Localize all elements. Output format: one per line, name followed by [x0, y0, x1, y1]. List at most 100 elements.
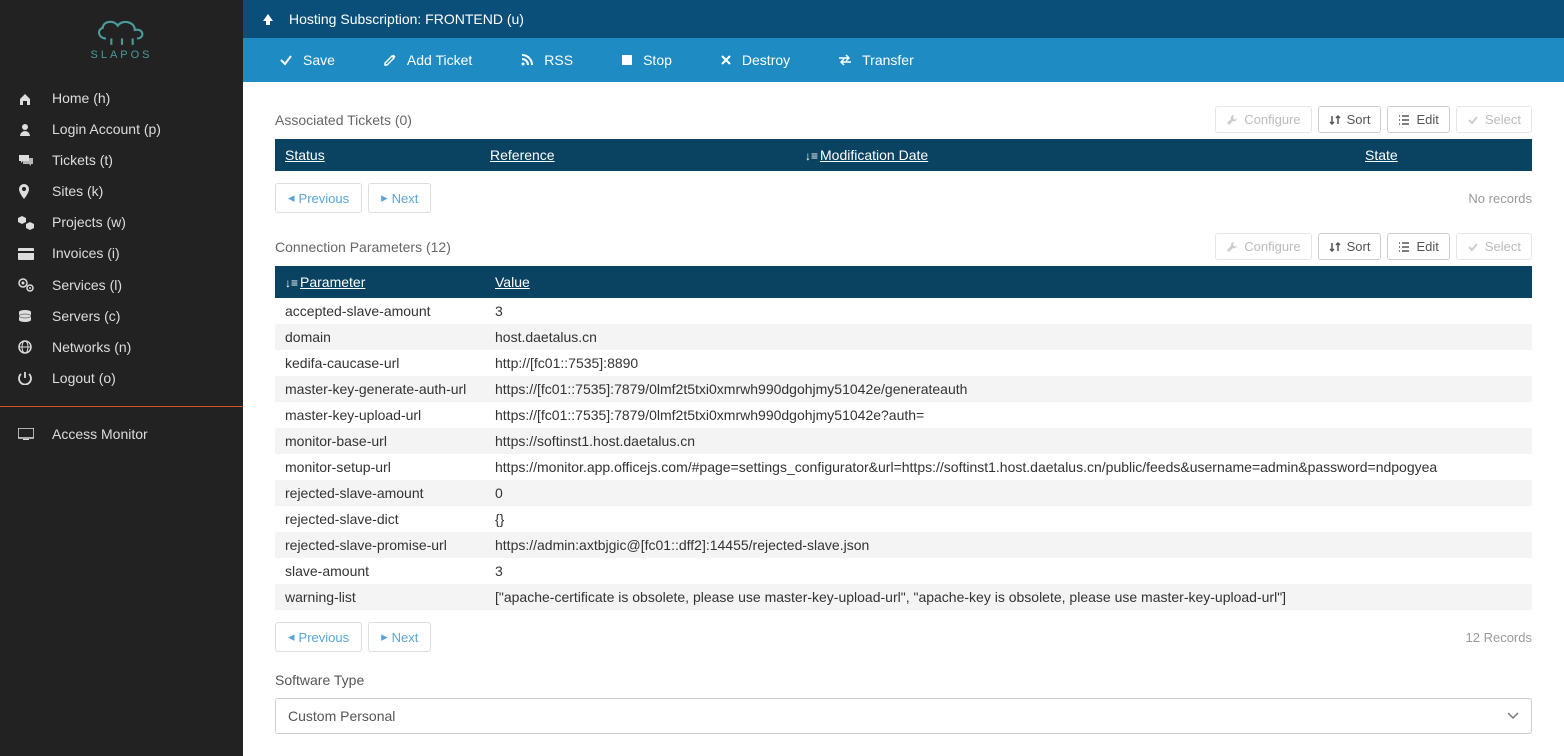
sidebar-item-map-pin[interactable]: Sites (k) — [0, 176, 243, 207]
param-name: accepted-slave-amount — [275, 298, 485, 324]
table-row[interactable]: master-key-generate-auth-urlhttps://[fc0… — [275, 376, 1532, 402]
card-icon — [18, 248, 42, 260]
stop-icon — [621, 54, 633, 66]
configure-button[interactable]: Configure — [1215, 233, 1311, 260]
tool-label: Configure — [1244, 239, 1300, 254]
transfer-icon — [838, 54, 852, 66]
globe-icon — [18, 340, 42, 354]
transfer-button[interactable]: Transfer — [814, 38, 938, 82]
tickets-pager: ◂Previous ▸Next No records — [275, 183, 1532, 213]
sort-asc-icon: ↓≡ — [285, 276, 298, 290]
check-icon — [1467, 114, 1479, 126]
next-button[interactable]: ▸Next — [368, 622, 431, 652]
sidebar-item-comments[interactable]: Tickets (t) — [0, 145, 243, 176]
col-label: State — [1365, 147, 1398, 163]
tool-label: Sort — [1347, 112, 1371, 127]
col-label: Parameter — [300, 274, 365, 290]
sidebar-item-globe[interactable]: Networks (n) — [0, 332, 243, 363]
param-name: master-key-upload-url — [275, 402, 485, 428]
tool-label: Edit — [1416, 112, 1438, 127]
table-row[interactable]: monitor-base-urlhttps://softinst1.host.d… — [275, 428, 1532, 454]
edit-button[interactable]: Edit — [1387, 106, 1449, 133]
table-row[interactable]: master-key-upload-urlhttps://[fc01::7535… — [275, 402, 1532, 428]
sidebar-item-user[interactable]: Login Account (p) — [0, 114, 243, 145]
add-ticket-button[interactable]: Add Ticket — [359, 38, 496, 82]
sidebar-item-database[interactable]: Servers (c) — [0, 301, 243, 332]
software-type-select[interactable]: Custom Personal — [275, 698, 1532, 734]
sidebar-item-label: Home (h) — [52, 87, 110, 110]
sort-button[interactable]: Sort — [1318, 106, 1382, 133]
caret-left-icon: ◂ — [288, 629, 295, 645]
col-label: Reference — [490, 147, 555, 163]
sidebar-item-power[interactable]: Logout (o) — [0, 363, 243, 394]
col-modification-date[interactable]: ↓≡Modification Date — [795, 139, 1355, 171]
table-row[interactable]: domainhost.daetalus.cn — [275, 324, 1532, 350]
table-row[interactable]: rejected-slave-dict{} — [275, 506, 1532, 532]
pencil-icon — [383, 53, 397, 67]
tickets-tools: Configure Sort Edit Select — [1215, 106, 1532, 133]
param-value: https://monitor.app.officejs.com/#page=s… — [485, 454, 1532, 480]
action-label: Save — [303, 52, 335, 68]
sidebar-item-label: Logout (o) — [52, 367, 116, 390]
select-button[interactable]: Select — [1456, 106, 1532, 133]
up-nav-icon[interactable] — [261, 12, 275, 26]
sidebar-item-label: Login Account (p) — [52, 118, 161, 141]
sidebar-item-access-monitor[interactable]: Access Monitor — [0, 419, 243, 450]
select-button[interactable]: Select — [1456, 233, 1532, 260]
params-title: Connection Parameters (12) — [275, 239, 451, 255]
param-name: rejected-slave-dict — [275, 506, 485, 532]
sidebar-item-cubes[interactable]: Projects (w) — [0, 207, 243, 238]
param-value: 0 — [485, 480, 1532, 506]
close-icon — [720, 54, 732, 66]
action-label: Destroy — [742, 52, 790, 68]
param-value: 3 — [485, 298, 1532, 324]
next-button[interactable]: ▸Next — [368, 183, 431, 213]
sidebar-item-label: Access Monitor — [52, 423, 148, 446]
col-parameter[interactable]: ↓≡Parameter — [275, 266, 485, 298]
col-status[interactable]: Status — [275, 139, 480, 171]
rss-button[interactable]: RSS — [496, 38, 597, 82]
page-title: Hosting Subscription: FRONTEND (u) — [289, 11, 524, 27]
table-row[interactable]: kedifa-caucase-urlhttp://[fc01::7535]:88… — [275, 350, 1532, 376]
table-row[interactable]: monitor-setup-urlhttps://monitor.app.off… — [275, 454, 1532, 480]
table-row[interactable]: accepted-slave-amount3 — [275, 298, 1532, 324]
sidebar-item-card[interactable]: Invoices (i) — [0, 238, 243, 269]
sort-button[interactable]: Sort — [1318, 233, 1382, 260]
cogs-icon — [18, 278, 42, 292]
sidebar-item-label: Tickets (t) — [52, 149, 113, 172]
records-info: No records — [1468, 191, 1532, 206]
table-row[interactable]: warning-list["apache-certificate is obso… — [275, 584, 1532, 610]
params-table: ↓≡Parameter Value accepted-slave-amount3… — [275, 266, 1532, 610]
save-button[interactable]: Save — [255, 38, 359, 82]
configure-button[interactable]: Configure — [1215, 106, 1311, 133]
stop-button[interactable]: Stop — [597, 38, 696, 82]
table-row[interactable]: rejected-slave-promise-urlhttps://admin:… — [275, 532, 1532, 558]
list-icon — [1398, 114, 1410, 126]
col-value[interactable]: Value — [485, 266, 1532, 298]
wrench-icon — [1226, 241, 1238, 253]
param-value: https://softinst1.host.daetalus.cn — [485, 428, 1532, 454]
sidebar-item-home[interactable]: Home (h) — [0, 83, 243, 114]
tickets-title: Associated Tickets (0) — [275, 112, 412, 128]
sidebar-item-cogs[interactable]: Services (l) — [0, 270, 243, 301]
param-name: master-key-generate-auth-url — [275, 376, 485, 402]
topbar: Hosting Subscription: FRONTEND (u) — [243, 0, 1564, 38]
previous-button[interactable]: ◂Previous — [275, 622, 362, 652]
col-reference[interactable]: Reference — [480, 139, 795, 171]
param-value: https://admin:axtbjgic@[fc01::dff2]:1445… — [485, 532, 1532, 558]
destroy-button[interactable]: Destroy — [696, 38, 814, 82]
previous-button[interactable]: ◂Previous — [275, 183, 362, 213]
brand-logo[interactable]: SLAPOS — [0, 0, 243, 75]
action-label: Add Ticket — [407, 52, 472, 68]
table-row[interactable]: slave-amount3 — [275, 558, 1532, 584]
table-row[interactable]: rejected-slave-amount0 — [275, 480, 1532, 506]
param-value: {} — [485, 506, 1532, 532]
param-name: warning-list — [275, 584, 485, 610]
cloud-logo-icon — [90, 15, 154, 47]
col-state[interactable]: State — [1355, 139, 1532, 171]
tool-label: Select — [1485, 239, 1521, 254]
col-label: Modification Date — [820, 147, 928, 163]
edit-button[interactable]: Edit — [1387, 233, 1449, 260]
software-type-label: Software Type — [275, 672, 1532, 688]
params-tools: Configure Sort Edit Select — [1215, 233, 1532, 260]
